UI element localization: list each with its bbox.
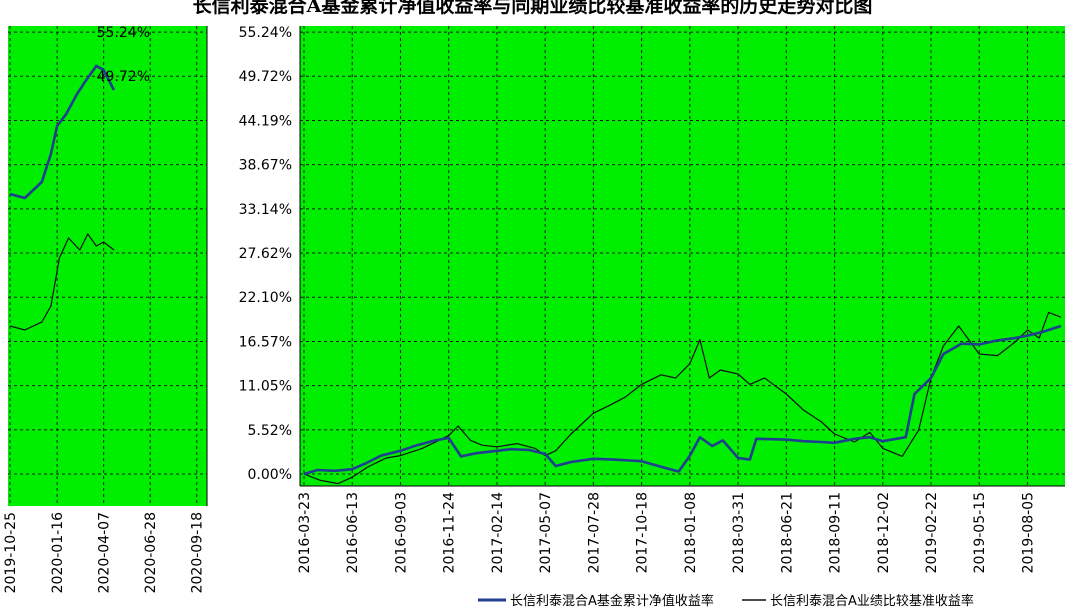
y-tick-label: 0.00% (248, 467, 292, 483)
legend-box (472, 590, 1065, 608)
x-tick-label: 2017-02-14 (490, 492, 506, 573)
x-tick-label: 2019-02-22 (924, 492, 940, 573)
y-tick-label: 27.62% (239, 246, 292, 262)
y-tick-label: 11.05% (239, 379, 292, 395)
y-tick-label: 38.67% (239, 158, 292, 174)
x-tick-label: 2019-05-15 (972, 492, 988, 573)
y-tick-label: 55.24% (239, 25, 292, 41)
x-tick-label: 2016-09-03 (393, 492, 409, 573)
left-y-tick-label: 49.72% (97, 69, 150, 85)
x-tick-label: 2017-05-07 (538, 492, 554, 573)
x-tick-label: 2018-12-02 (876, 492, 892, 573)
x-tick-label: 2017-07-28 (586, 492, 602, 573)
left-panel-x-tick-labels: 2019-10-25 2020-01-16 2020-04-07 2020-06-28… (3, 512, 206, 593)
y-tick-label: 33.14% (239, 202, 292, 218)
plot-background (300, 26, 1065, 486)
x-tick-label: 2019-08-05 (1020, 492, 1036, 573)
x-tick-label: 2016-11-24 (442, 492, 458, 573)
x-tick-label: 2018-09-11 (828, 492, 844, 573)
left-x-tick-label: 2020-01-16 (50, 512, 66, 593)
x-tick-label: 2017-10-18 (635, 492, 651, 573)
left-panel-series (9, 64, 116, 331)
x-tick-label: 2016-03-23 (297, 492, 313, 573)
y-tick-label: 44.19% (239, 113, 292, 129)
series-line (303, 311, 1062, 485)
left-x-tick-label: 2019-10-25 (3, 512, 19, 593)
y-axis-tick-labels: 55.24% 49.72% 44.19% 38.67% 33.14% 27.62% 22.1… (97, 25, 292, 483)
x-tick-label: 2016-06-13 (345, 492, 361, 573)
legend-label-fund: 长信利泰混合A基金累计净值收益率 (510, 593, 714, 608)
chart-legend: 长信利泰混合A基金累计净值收益率 长信利泰混合A业绩比较基准收益率 (472, 590, 1065, 609)
x-tick-label: 2018-06-21 (779, 492, 795, 573)
left-x-tick-label: 2020-09-18 (190, 512, 206, 593)
x-axis-tick-labels: 2016-03-23 2016-06-13 2016-09-03 2016-11-24… (297, 492, 1036, 573)
plot-grid (299, 26, 1065, 487)
x-tick-label: 2018-01-08 (683, 492, 699, 573)
x-tick-label: 2018-03-31 (731, 492, 747, 573)
legend-label-benchmark: 长信利泰混合A业绩比较基准收益率 (770, 593, 974, 608)
y-tick-label: 49.72% (239, 69, 292, 85)
left-series-line (9, 232, 115, 331)
left-series-line (9, 64, 116, 200)
series-line (303, 324, 1062, 476)
left-x-tick-label: 2020-06-28 (143, 512, 159, 593)
y-tick-label: 22.10% (239, 290, 292, 306)
plot-series (303, 311, 1062, 485)
chart-title: 长信利泰混合A基金累计净值收益率与同期业绩比较基准收益率的历史走势对比图 (192, 0, 873, 17)
left-x-tick-label: 2020-04-07 (97, 512, 113, 593)
left-panel-background (8, 26, 207, 506)
y-tick-label: 16.57% (239, 334, 292, 350)
y-tick-label: 5.52% (248, 423, 292, 439)
left-y-tick-label: 55.24% (97, 25, 150, 41)
left-panel-grid (8, 26, 208, 506)
